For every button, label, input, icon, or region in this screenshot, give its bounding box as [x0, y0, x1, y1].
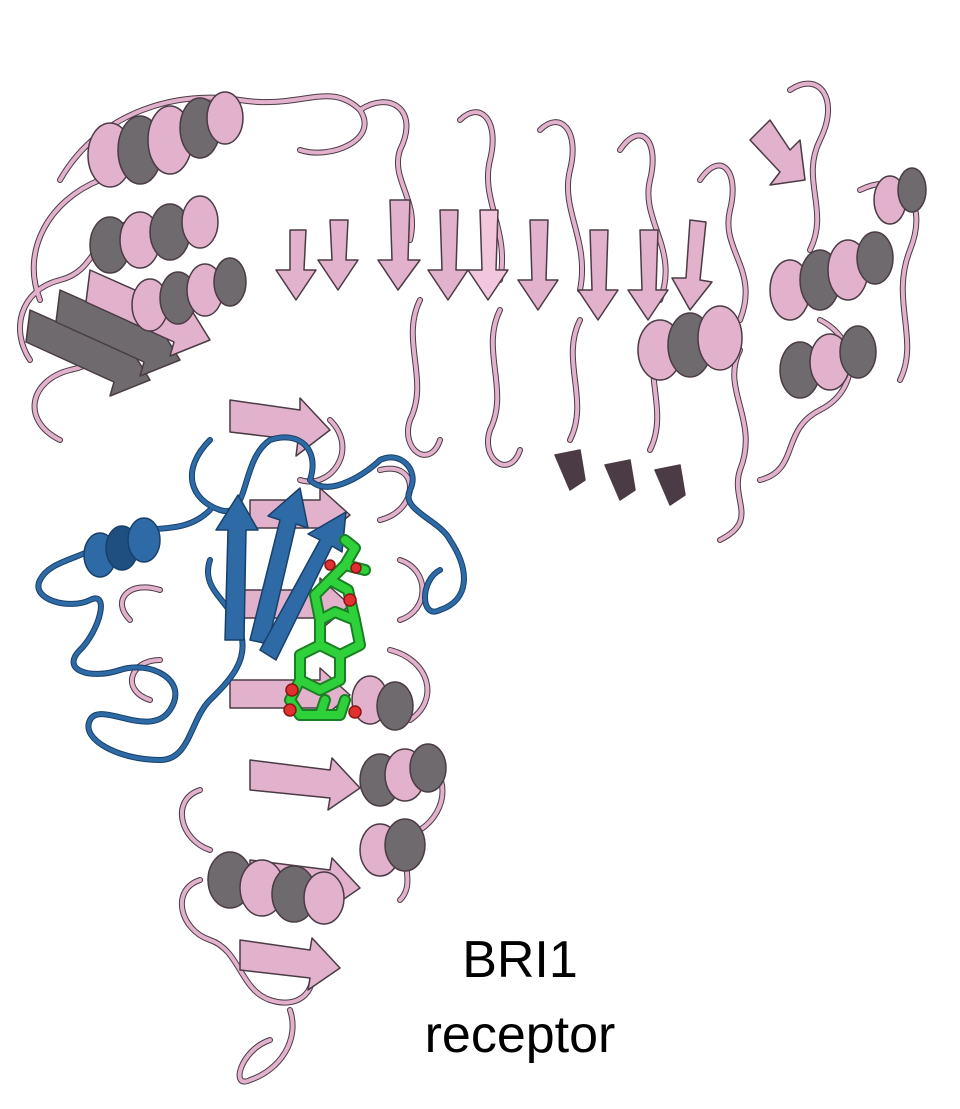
- coreceptor-helix: [83, 517, 161, 578]
- coreceptor-strands: [215, 487, 347, 661]
- brassinolide-ligand-sticks: [283, 534, 371, 721]
- helix-lower-1: [351, 675, 414, 731]
- receptor-label-line1: BRI1: [462, 931, 578, 989]
- helix-lower-3: [359, 818, 426, 877]
- receptor-loops-highlight: [18, 81, 919, 1084]
- helix-right-1: [637, 305, 743, 381]
- helix-bottom: [207, 851, 345, 925]
- helix-left-lower: [131, 257, 247, 332]
- helix-right-2: [769, 231, 894, 321]
- helix-left-mid: [89, 195, 219, 274]
- ligand-oxygen-atoms: [283, 559, 362, 719]
- helix-right-3: [873, 167, 927, 225]
- ligand-bonds-highlight: [286, 536, 369, 719]
- coreceptor-blue-ribbon: [35, 434, 467, 763]
- receptor-label-line2: receptor: [424, 1006, 616, 1064]
- bri1-receptor-ribbon: [17, 80, 927, 1085]
- helix-upper-left: [87, 91, 244, 188]
- helix-lower-2: [359, 743, 447, 807]
- helix-right-4: [779, 325, 877, 399]
- receptor-helices: [87, 91, 927, 925]
